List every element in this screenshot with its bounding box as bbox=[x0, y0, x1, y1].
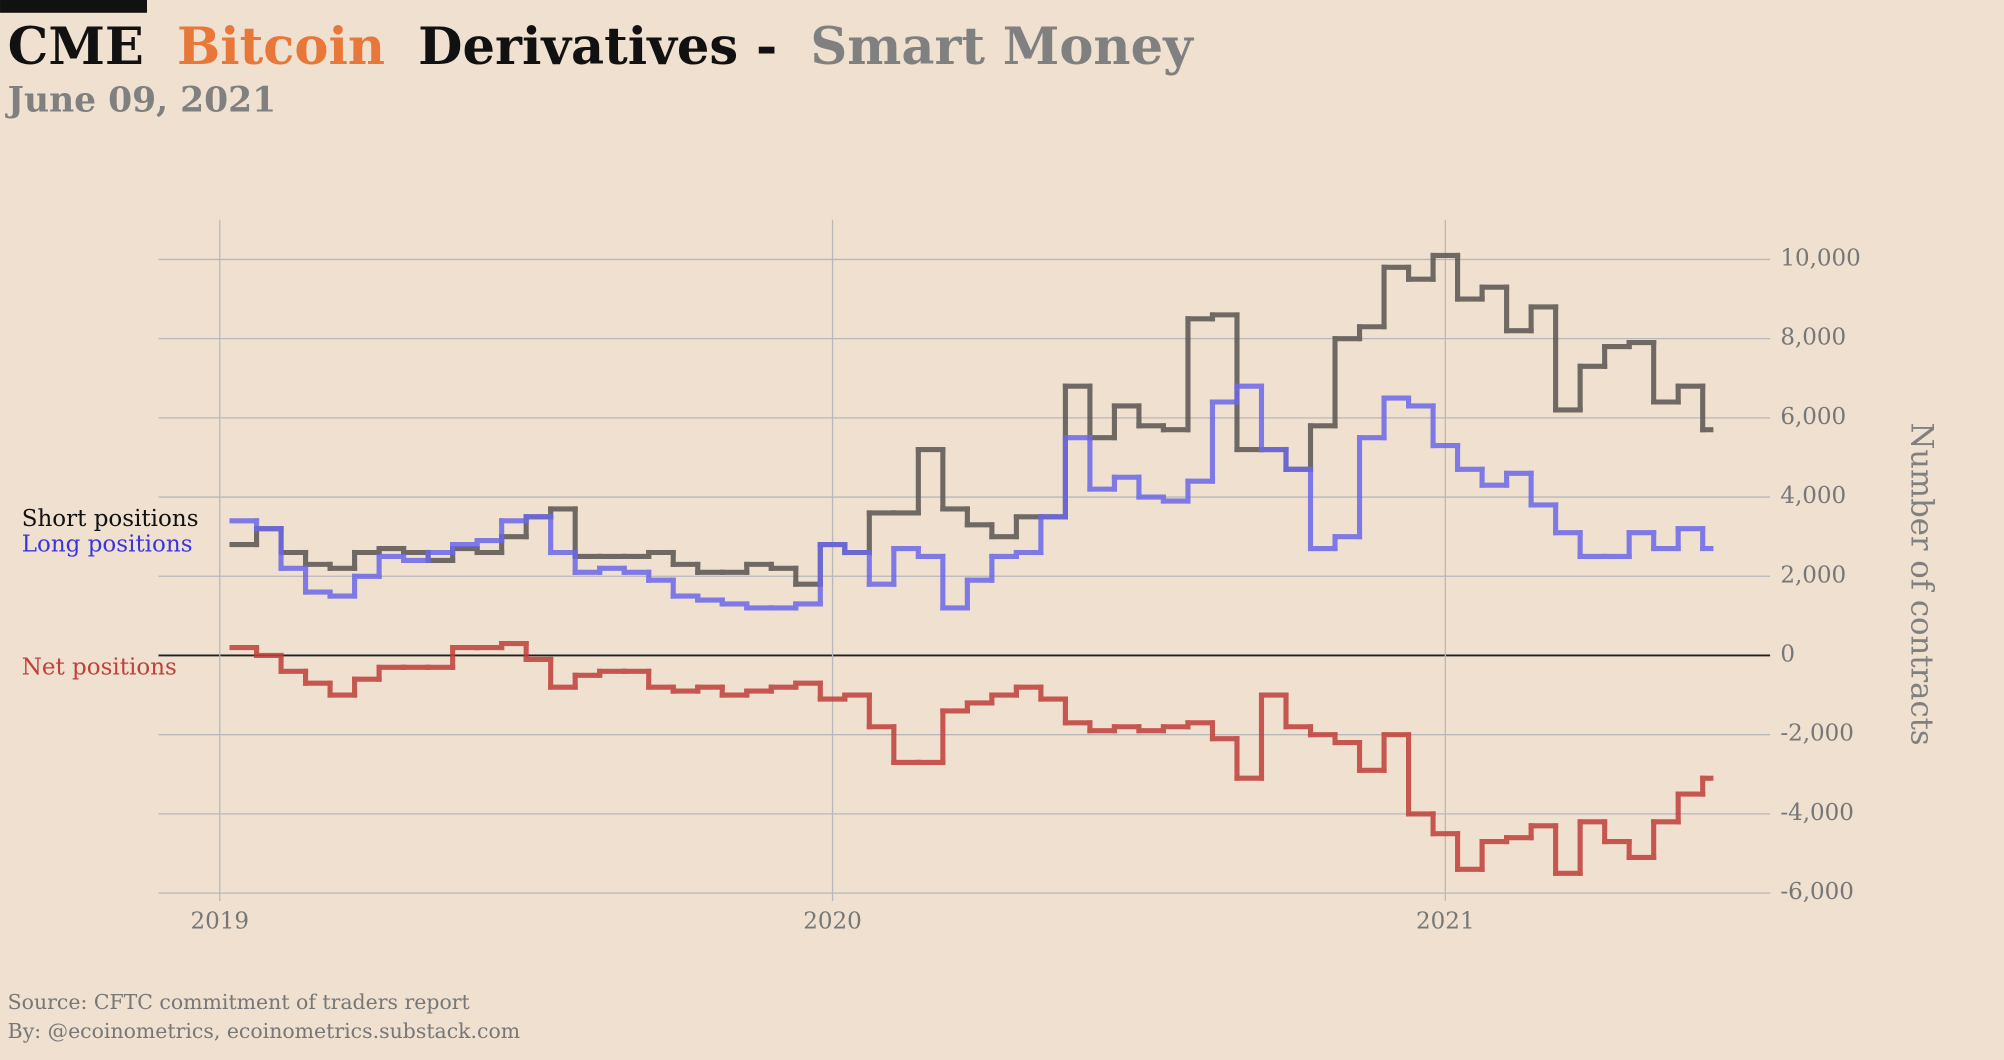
y-axis-title: Number of contracts bbox=[1904, 422, 1939, 745]
credit-note: By: @ecoinometrics, ecoinometrics.substa… bbox=[8, 1019, 521, 1043]
y-tick-label: -4,000 bbox=[1780, 800, 1854, 826]
y-tick-label: 0 bbox=[1780, 641, 1795, 667]
title-part: Bitcoin bbox=[177, 17, 385, 77]
title-part: CME bbox=[8, 17, 144, 77]
source-note: Source: CFTC commitment of traders repor… bbox=[8, 990, 471, 1014]
chart-title: CME Bitcoin Derivatives - Smart Money bbox=[8, 17, 1194, 77]
legend-entry: Short positions bbox=[22, 506, 199, 532]
x-tick-label: 2020 bbox=[803, 909, 862, 935]
corner-bar bbox=[0, 0, 147, 13]
plot-area: -6,000 -4,000 -2,000 0 2,000 4,000 6,000 8,000 1… bbox=[22, 219, 1861, 935]
title-part: Derivatives - bbox=[418, 17, 777, 77]
chart-subtitle: June 09, 2021 bbox=[5, 81, 277, 121]
y-tick-label: 4,000 bbox=[1780, 483, 1846, 509]
y-tick-label: -6,000 bbox=[1780, 879, 1854, 905]
series-line bbox=[229, 641, 1714, 876]
y-tick-label: 8,000 bbox=[1780, 325, 1846, 351]
series-line bbox=[229, 252, 1714, 587]
y-tick-label: 10,000 bbox=[1780, 245, 1860, 271]
series-line bbox=[229, 383, 1714, 611]
x-tick-label: 2019 bbox=[191, 909, 250, 935]
legend-entry: Long positions bbox=[22, 532, 193, 558]
y-tick-label: 2,000 bbox=[1780, 562, 1846, 588]
title-part: Smart Money bbox=[810, 17, 1194, 77]
x-tick-label: 2021 bbox=[1416, 909, 1475, 935]
legend-entry: Net positions bbox=[22, 654, 177, 680]
y-tick-label: 6,000 bbox=[1780, 404, 1846, 430]
y-tick-label: -2,000 bbox=[1780, 721, 1854, 747]
